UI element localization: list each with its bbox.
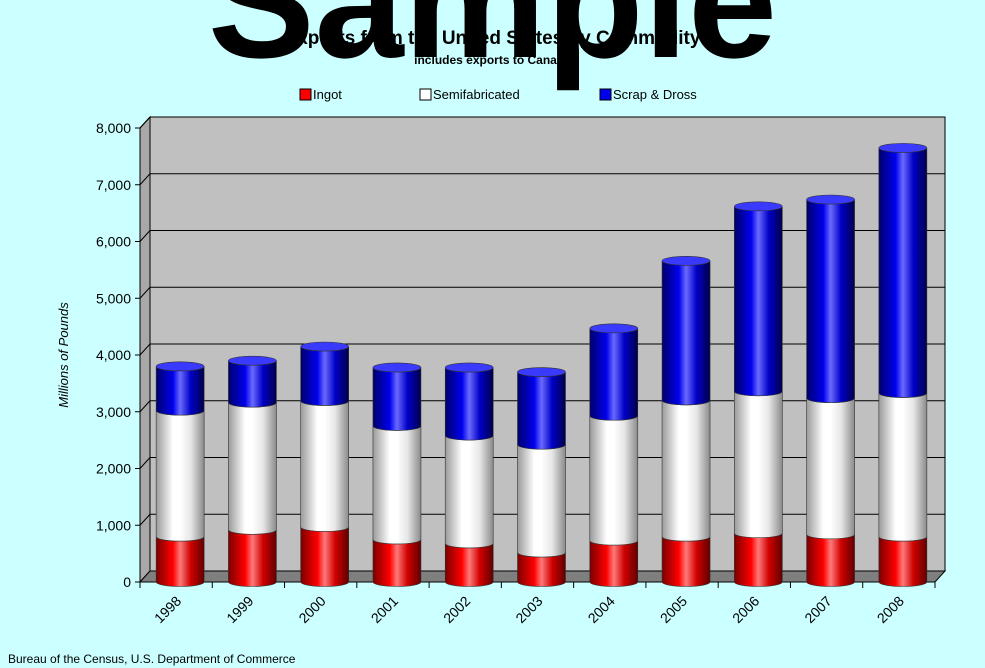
bar-segment-ingot xyxy=(300,526,349,587)
x-tick-label: 1999 xyxy=(223,593,256,626)
bar-cap xyxy=(806,194,855,205)
y-tick-label: 7,000 xyxy=(96,177,131,193)
y-tick-label: 5,000 xyxy=(96,290,131,306)
bar-cap xyxy=(878,143,928,153)
bar-segment-semifabricated xyxy=(734,391,783,538)
bar-segment-semifabricated xyxy=(878,392,928,542)
y-tick-label: 3,000 xyxy=(96,404,131,420)
gridline-side xyxy=(139,400,151,413)
gridline-side xyxy=(139,286,151,299)
bar-segment-scrap-dross xyxy=(228,360,277,408)
bar-segment-scrap-dross xyxy=(300,346,349,406)
bar-segment-semifabricated xyxy=(444,435,494,549)
y-tick-label: 4,000 xyxy=(96,347,131,363)
gridline-side xyxy=(139,116,151,129)
bar-cap xyxy=(517,367,566,377)
bar-segment-scrap-dross xyxy=(661,260,711,406)
bar-segment-scrap-dross xyxy=(878,147,928,398)
x-tick-label: 2008 xyxy=(874,593,907,626)
bar-cap xyxy=(155,361,205,372)
bar-segment-scrap-dross xyxy=(589,328,639,421)
legend-swatch xyxy=(599,88,612,101)
gridline-side xyxy=(139,173,151,186)
bar-cap xyxy=(228,355,277,366)
legend-label: Semifabricated xyxy=(433,87,520,102)
source-note: Bureau of the Census, U.S. Department of… xyxy=(8,652,296,666)
bar-segment-semifabricated xyxy=(589,415,639,546)
bar-segment-scrap-dross xyxy=(372,367,422,431)
bar-segment-semifabricated xyxy=(155,410,205,542)
bar-cap xyxy=(372,362,422,373)
y-tick-label: 2,000 xyxy=(96,461,131,477)
bar-segment-semifabricated xyxy=(228,402,277,535)
bar-cap xyxy=(444,362,494,373)
bar-segment-scrap-dross xyxy=(155,366,205,416)
bar-segment-semifabricated xyxy=(372,425,422,545)
gridline-side xyxy=(139,343,151,356)
gridline-side xyxy=(139,457,151,469)
x-tick-label: 1998 xyxy=(151,593,184,626)
gridline-side xyxy=(139,230,151,242)
bar-segment-ingot xyxy=(734,533,783,587)
x-tick-label: 2001 xyxy=(368,593,401,626)
bar-cap xyxy=(734,201,783,212)
x-tick-label: 2003 xyxy=(512,593,545,626)
bar-cap xyxy=(661,255,711,266)
chart-title: Exports from the United States by Commod… xyxy=(284,28,701,49)
bar-segment-semifabricated xyxy=(300,400,349,532)
bar-segment-ingot xyxy=(661,536,711,587)
bar-segment-scrap-dross xyxy=(806,199,855,403)
bar-segment-ingot xyxy=(444,543,494,587)
legend-label: Scrap & Dross xyxy=(613,87,697,102)
legend-swatch xyxy=(419,88,432,101)
bar-segment-ingot xyxy=(806,534,855,587)
bar-segment-ingot xyxy=(878,536,928,587)
bar-segment-ingot xyxy=(589,540,639,587)
y-axis-label: Millions of Pounds xyxy=(56,302,71,408)
legend-label: Ingot xyxy=(313,87,342,102)
bar-segment-semifabricated xyxy=(661,400,711,542)
y-tick-label: 1,000 xyxy=(96,517,131,533)
bar-segment-ingot xyxy=(228,529,277,587)
bar-segment-scrap-dross xyxy=(444,367,494,441)
bar-cap xyxy=(589,323,639,334)
bar-segment-ingot xyxy=(372,539,422,587)
bar-segment-scrap-dross xyxy=(734,206,783,397)
bar-segment-ingot xyxy=(155,536,205,587)
bar-segment-scrap-dross xyxy=(517,371,566,450)
x-tick-label: 2002 xyxy=(440,593,473,626)
x-tick-label: 2005 xyxy=(657,593,690,626)
legend-swatch xyxy=(299,88,312,101)
x-tick-label: 2004 xyxy=(585,593,618,626)
bar-segment-semifabricated xyxy=(517,444,566,558)
x-tick-label: 2006 xyxy=(729,593,762,626)
bar-cap xyxy=(300,341,349,352)
y-tick-label: 6,000 xyxy=(96,234,131,250)
chart-subtitle: includes exports to Canada xyxy=(414,53,571,67)
x-tick-label: 2007 xyxy=(801,593,834,626)
bar-segment-semifabricated xyxy=(806,398,855,540)
x-tick-label: 2000 xyxy=(295,593,328,626)
y-tick-label: 0 xyxy=(123,574,131,590)
gridline-side xyxy=(139,513,151,526)
bar-segment-ingot xyxy=(517,552,566,587)
y-tick-label: 8,000 xyxy=(96,120,131,136)
